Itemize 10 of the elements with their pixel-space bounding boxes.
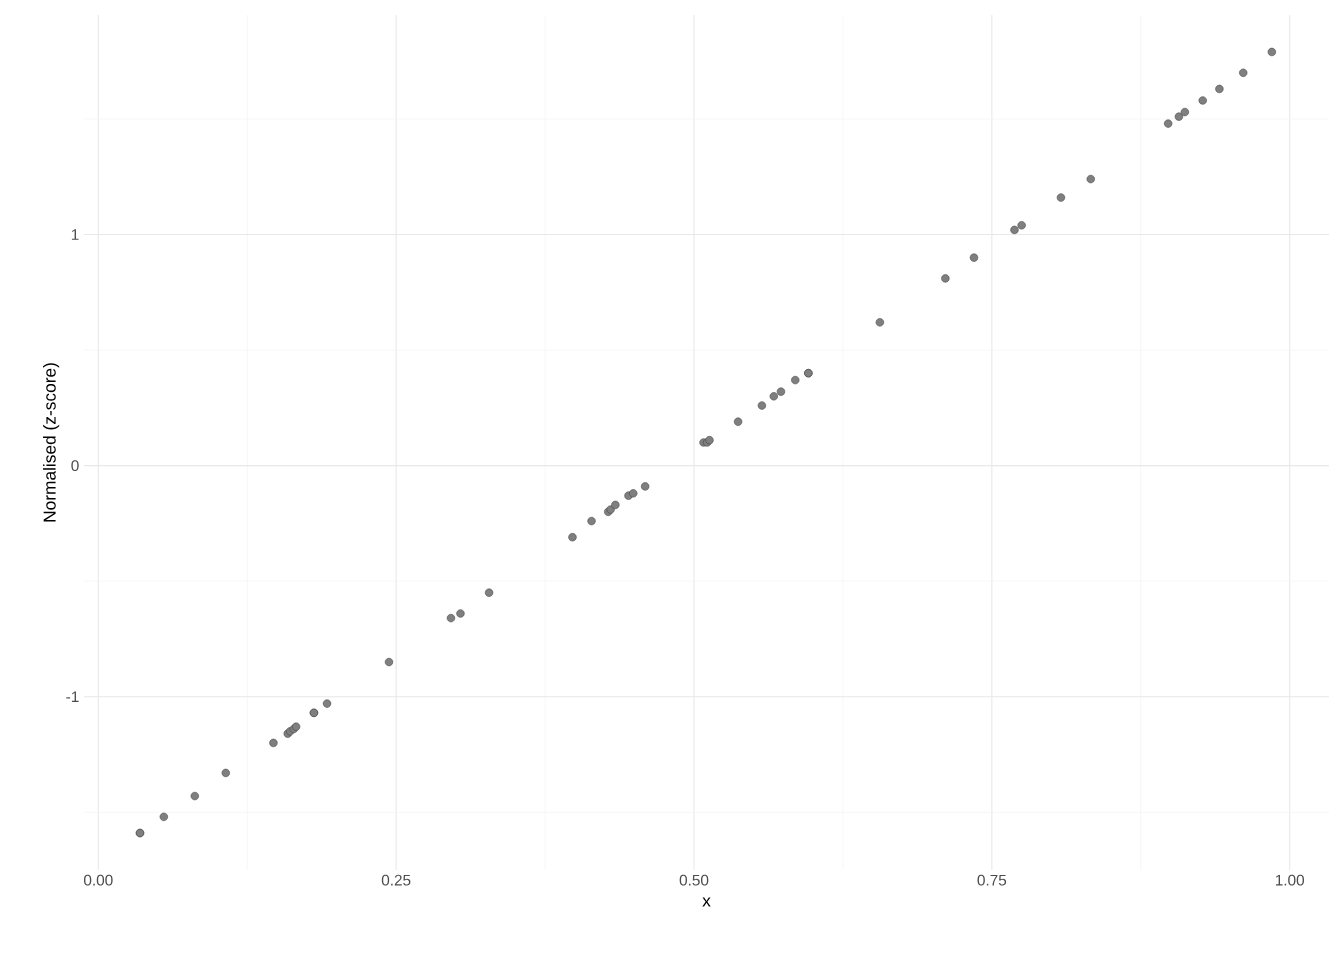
y-tick-label: -1 — [66, 691, 79, 702]
y-axis-title: Normalised (z-score) — [43, 363, 60, 522]
x-tick-label: 0.25 — [381, 874, 411, 886]
y-tick-label: 1 — [71, 229, 79, 240]
x-tick-label: 0.75 — [977, 874, 1007, 886]
x-tick-label: 1.00 — [1275, 874, 1305, 886]
x-tick-label: 0.00 — [83, 874, 113, 886]
y-tick-label: 0 — [71, 460, 79, 472]
x-axis-title: x — [702, 897, 711, 907]
x-tick-label: 0.50 — [679, 874, 709, 886]
